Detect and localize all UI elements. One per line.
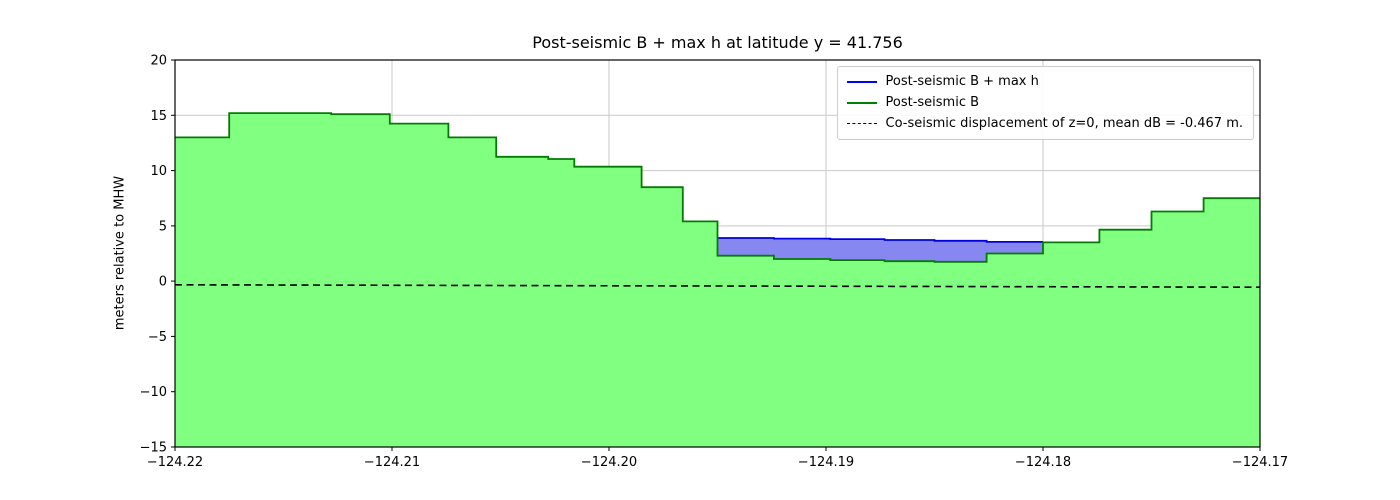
post-seismic-B-fill	[175, 113, 1260, 447]
post-seismic-B-plus-h-fill	[717, 238, 1043, 262]
y-tick-label: 15	[150, 109, 167, 124]
x-tick-label: −124.22	[147, 455, 203, 470]
y-tick-label: −10	[140, 385, 167, 400]
legend-label: Co-seismic displacement of z=0, mean dB …	[885, 116, 1244, 131]
y-tick-label: 5	[159, 219, 167, 234]
tick-labels: −124.22 −124.21 −124.20 −124.19 −124.18 −124.…	[140, 54, 1289, 471]
y-tick-label: 0	[159, 275, 167, 290]
legend-entry: Co-seismic displacement of z=0, mean dB …	[846, 116, 1244, 131]
y-tick-label: −15	[140, 441, 167, 456]
legend-label: Post-seismic B	[885, 95, 980, 110]
x-tick-label: −124.19	[798, 455, 854, 470]
legend-line-post-seismic-b	[846, 101, 877, 104]
legend-line-post-seismic-b-plus-h	[846, 80, 877, 83]
chart-title: Post-seismic B + max h at latitude y = 4…	[532, 33, 903, 52]
x-tick-label: −124.17	[1232, 455, 1288, 470]
x-tick-label: −124.20	[581, 455, 637, 470]
y-tick-label: −5	[148, 330, 167, 345]
x-tick-label: −124.18	[1015, 455, 1071, 470]
axes-frame	[174, 59, 1261, 448]
legend: Post-seismic B + max h Post-seismic B Co…	[836, 66, 1254, 140]
coseismic-displacement-line	[174, 283, 1261, 289]
legend-line-coseismic-displacement	[846, 123, 877, 124]
tick-marks	[171, 59, 1261, 451]
y-axis-label: meters relative to MHW	[112, 175, 128, 331]
post-seismic-B-line	[175, 112, 1260, 263]
x-tick-label: −124.21	[364, 455, 420, 470]
legend-entry: Post-seismic B + max h	[846, 74, 1244, 89]
legend-label: Post-seismic B + max h	[885, 74, 1039, 89]
legend-entry: Post-seismic B	[846, 95, 1244, 110]
post-seismic-B-plus-h-line	[717, 237, 1043, 243]
y-tick-label: 10	[150, 164, 167, 179]
y-tick-label: 20	[150, 54, 167, 69]
